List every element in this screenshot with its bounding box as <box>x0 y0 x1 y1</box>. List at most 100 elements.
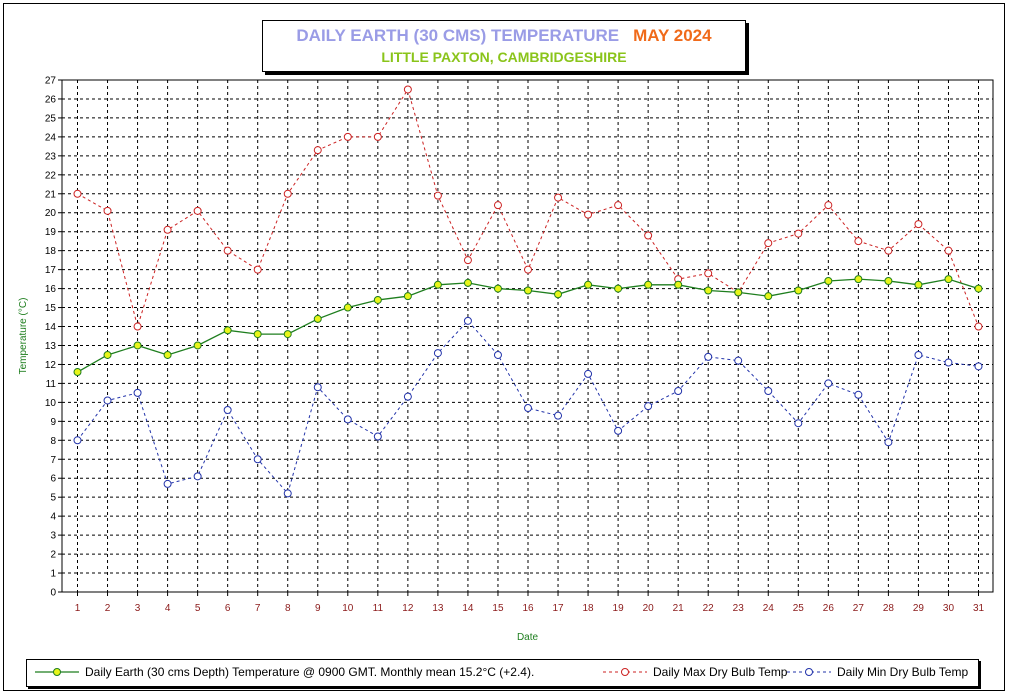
y-tick-label: 24 <box>45 132 57 143</box>
x-tick-label: 15 <box>492 603 504 614</box>
chart-subtitle: LITTLE PAXTON, CAMBRIDGESHIRE <box>381 49 627 65</box>
x-tick-label: 1 <box>75 603 81 614</box>
data-point-min <box>133 388 142 397</box>
legend-swatch-max <box>603 668 647 676</box>
data-point-max <box>493 201 502 210</box>
data-point-earth <box>403 292 412 301</box>
data-point-earth <box>674 280 683 289</box>
data-point-max <box>614 201 623 210</box>
data-point-max <box>193 206 202 215</box>
data-point-earth <box>524 286 532 295</box>
data-point-max <box>974 322 983 331</box>
y-tick-label: 3 <box>50 531 56 542</box>
data-point-min <box>223 405 232 414</box>
data-point-min <box>884 438 893 447</box>
data-point-earth <box>163 350 172 359</box>
data-point-min <box>944 358 953 367</box>
data-point-min <box>674 386 683 395</box>
data-point-max <box>253 265 262 274</box>
x-tick-label: 25 <box>793 603 805 614</box>
y-tick-label: 9 <box>50 417 56 428</box>
data-point-max <box>403 85 412 94</box>
data-point-min <box>524 404 532 413</box>
x-tick-label: 4 <box>165 603 171 614</box>
data-point-earth <box>193 341 202 350</box>
data-point-min <box>163 479 172 488</box>
data-point-max <box>944 246 953 255</box>
data-point-max <box>884 246 893 255</box>
y-tick-label: 8 <box>50 436 56 447</box>
data-point-min <box>493 350 502 359</box>
data-point-max <box>854 237 863 246</box>
data-point-max <box>283 189 292 198</box>
y-tick-label: 6 <box>50 474 56 485</box>
data-point-min <box>734 356 743 365</box>
legend-item-max: Daily Max Dry Bulb Temp <box>603 665 787 679</box>
data-point-min <box>644 402 653 411</box>
data-point-min <box>764 386 773 395</box>
x-tick-label: 3 <box>135 603 141 614</box>
data-point-max <box>704 269 713 278</box>
x-tick-label: 8 <box>285 603 291 614</box>
x-tick-label: 10 <box>342 603 354 614</box>
data-point-min <box>824 379 833 388</box>
data-point-min <box>373 432 382 441</box>
x-tick-label: 22 <box>703 603 715 614</box>
data-point-min <box>73 436 82 445</box>
data-point-min <box>313 383 322 392</box>
x-tick-label: 24 <box>763 603 775 614</box>
data-point-max <box>764 239 773 248</box>
legend: Daily Earth (30 cms Depth) Temperature @… <box>26 659 979 687</box>
chart-title-line: DAILY EARTH (30 CMS) TEMPERATURE MAY 2024 <box>263 26 745 46</box>
y-tick-label: 4 <box>50 512 56 523</box>
data-point-earth <box>283 330 292 339</box>
data-point-min <box>403 392 412 401</box>
data-point-earth <box>734 288 743 297</box>
data-point-max <box>914 220 923 229</box>
y-tick-label: 22 <box>45 170 57 181</box>
x-tick-label: 30 <box>943 603 955 614</box>
data-point-min <box>343 415 352 424</box>
data-point-min <box>253 455 262 464</box>
y-tick-label: 11 <box>46 379 57 390</box>
x-tick-label: 29 <box>913 603 925 614</box>
y-axis-label: Temperature (°C) <box>18 298 29 375</box>
data-point-earth <box>644 280 653 289</box>
y-tick-label: 5 <box>50 493 56 504</box>
data-point-max <box>644 231 653 240</box>
data-point-max <box>313 146 322 155</box>
y-tick-label: 23 <box>45 151 57 162</box>
y-tick-label: 25 <box>45 113 57 124</box>
data-point-max <box>373 132 382 141</box>
x-tick-label: 13 <box>432 603 444 614</box>
data-point-earth <box>974 284 983 293</box>
title-box: DAILY EARTH (30 CMS) TEMPERATURE MAY 2024… <box>262 20 746 72</box>
chart-frame <box>3 3 1005 691</box>
x-tick-label: 28 <box>883 603 895 614</box>
data-point-earth <box>313 314 322 323</box>
legend-swatch-min <box>787 668 831 676</box>
data-point-earth <box>373 295 382 304</box>
data-point-earth <box>433 280 442 289</box>
data-point-earth <box>73 368 82 377</box>
data-point-min <box>193 472 202 481</box>
chart-month: MAY 2024 <box>633 26 712 45</box>
data-point-max <box>463 256 472 265</box>
data-point-min <box>283 489 292 498</box>
legend-label-earth: Daily Earth (30 cms Depth) Temperature @… <box>85 665 535 679</box>
data-point-earth <box>824 277 833 286</box>
data-point-earth <box>704 286 713 295</box>
x-tick-label: 20 <box>643 603 655 614</box>
legend-label-max: Daily Max Dry Bulb Temp <box>653 665 788 679</box>
y-tick-label: 16 <box>45 284 57 295</box>
x-tick-label: 6 <box>225 603 231 614</box>
data-point-max <box>794 229 803 238</box>
data-point-max <box>163 225 172 234</box>
x-axis-label: Date <box>517 632 539 643</box>
x-tick-label: 21 <box>673 603 685 614</box>
data-point-max <box>433 191 442 200</box>
x-tick-label: 11 <box>373 603 384 614</box>
y-tick-label: 1 <box>50 569 56 580</box>
data-point-max <box>133 322 142 331</box>
